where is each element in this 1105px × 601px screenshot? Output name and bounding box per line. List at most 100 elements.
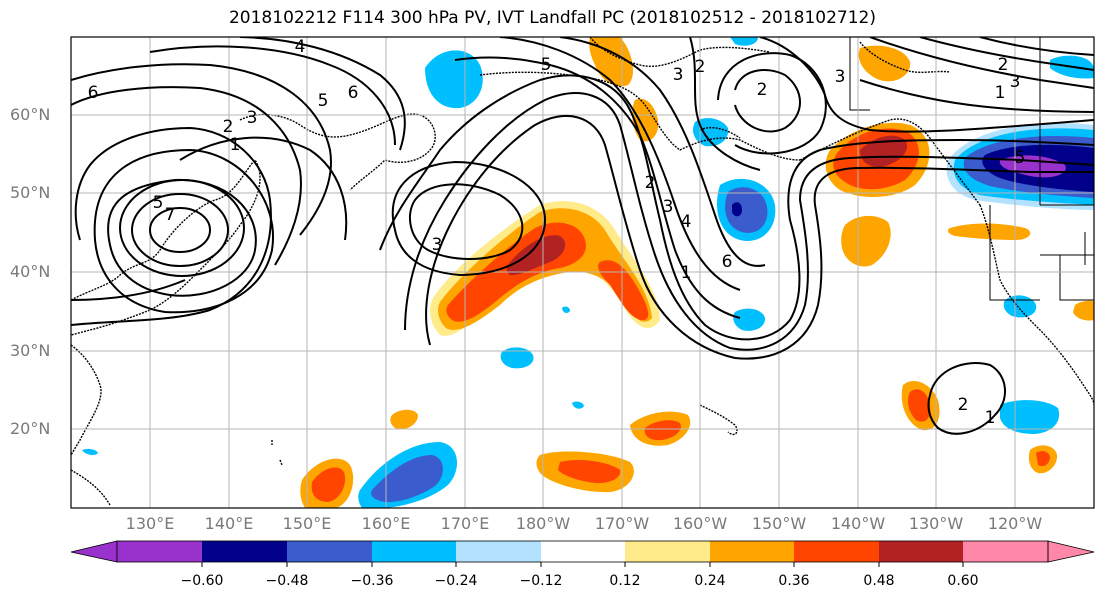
colorbar-segment <box>456 541 541 562</box>
map-panel: 4 6 5 3 2 1 7 6 5 3 2 3 3 4 5 6 2 2 3 1 … <box>71 37 1094 508</box>
positive-anomaly-region <box>860 135 908 167</box>
pv-contour-line <box>919 37 1094 71</box>
colorbar-segment <box>879 541 963 562</box>
pv-contour-line <box>734 69 801 133</box>
colorbar-segment <box>287 541 372 562</box>
pv-contour-line <box>499 37 741 291</box>
negative-anomaly-region <box>725 187 768 233</box>
pv-contour-line <box>71 279 186 301</box>
contour-labels: 4 6 5 3 2 1 7 6 5 3 2 3 3 4 5 6 2 2 3 1 … <box>88 37 1026 428</box>
gridlines <box>71 37 1094 508</box>
colorbar-tick-label: 0.24 <box>694 573 726 589</box>
pv-contour-line <box>379 74 1094 341</box>
positive-anomaly-region <box>908 389 931 422</box>
colorbar <box>70 540 1095 567</box>
positive-anomaly-region <box>598 260 649 321</box>
contour-label: 3 <box>663 197 674 217</box>
contour-label: 2 <box>998 55 1009 75</box>
contour-label: 7 <box>165 205 176 225</box>
lon-label: 160°E <box>361 514 411 533</box>
pv-contour-line <box>559 37 766 267</box>
negative-anomaly-region <box>693 118 729 147</box>
colorbar-tick-label: 0.36 <box>778 573 810 589</box>
lon-label: 140°E <box>204 514 254 533</box>
positive-anomaly-region <box>506 235 566 276</box>
pv-contour-line <box>391 160 547 277</box>
contour-label: 6 <box>722 252 733 272</box>
lat-label: 30°N <box>10 341 51 360</box>
negative-anomaly-region <box>1003 295 1037 318</box>
colorbar-tick-label: −0.60 <box>180 573 224 589</box>
pv-contour-line <box>71 126 272 326</box>
pv-contour-line <box>131 193 229 267</box>
map-title: 2018102212 F114 300 hPa PV, IVT Landfall… <box>228 8 876 28</box>
contour-label: 4 <box>681 212 692 232</box>
colorbar-tick-label: −0.24 <box>434 573 478 589</box>
colorbar-segment <box>117 541 202 562</box>
pv-contour-line <box>869 37 1094 89</box>
positive-anomaly-region <box>644 420 681 441</box>
pv-contour-line <box>927 362 1007 435</box>
contour-label: 1 <box>681 263 692 283</box>
contour-label: 1 <box>995 83 1006 103</box>
positive-anomaly-region <box>1073 300 1094 321</box>
contour-label: 2 <box>223 117 234 137</box>
positive-anomaly-region <box>311 467 346 502</box>
lon-label: 150°E <box>282 514 332 533</box>
positive-anomaly-region <box>841 215 891 267</box>
pv-contour-line <box>859 79 1094 113</box>
contour-label: 2 <box>757 80 768 100</box>
pv-contour-line <box>239 37 406 151</box>
colorbar-tick-label: −0.12 <box>519 573 563 589</box>
pv-contour-line <box>149 45 396 146</box>
pv-contour-line <box>979 37 1094 56</box>
colorbar-tick-label: 0.12 <box>609 573 641 589</box>
contour-label: 2 <box>958 395 969 415</box>
pv-contour-line <box>759 37 1094 133</box>
positive-anomaly-region <box>558 459 621 484</box>
lon-label: 180°W <box>515 514 571 533</box>
lon-label: 150°W <box>751 514 807 533</box>
negative-anomaly-region <box>425 50 483 109</box>
contour-label: 3 <box>673 65 684 85</box>
contour-label: 1 <box>985 408 996 428</box>
contour-label: 4 <box>295 37 306 57</box>
negative-anomaly-region <box>500 347 534 369</box>
colorbar-segment <box>372 541 456 562</box>
pv-contour-line <box>71 63 332 236</box>
colorbar-segment <box>202 541 287 562</box>
colorbar-min-extension <box>70 540 118 563</box>
pv-contour-line <box>179 136 348 241</box>
colorbar-segment <box>794 541 879 562</box>
colorbar-segment <box>963 541 1048 562</box>
colorbar-tick-label: −0.48 <box>265 573 309 589</box>
lat-label: 60°N <box>10 105 51 124</box>
political-borders <box>849 37 1094 301</box>
pv-contour-line <box>408 183 524 260</box>
contour-label: 3 <box>1010 72 1021 92</box>
lon-label: 130°E <box>125 514 175 533</box>
lat-label: 20°N <box>10 419 51 438</box>
contour-label: 6 <box>348 83 359 103</box>
contour-label: 3 <box>432 235 443 255</box>
colorbar-tick-label: −0.36 <box>350 573 394 589</box>
negative-anomaly-region <box>572 401 584 409</box>
pv-contour-line <box>425 115 1094 360</box>
negative-anomaly-region <box>82 449 98 455</box>
lon-label: 130°W <box>908 514 964 533</box>
lat-label: 50°N <box>10 183 51 202</box>
colorbar-segment <box>625 541 710 562</box>
pv-contour-line <box>454 56 741 319</box>
pv-contour-line <box>149 207 211 253</box>
colorbar-segment <box>541 541 625 562</box>
colorbar-tick-label: 0.60 <box>947 573 979 589</box>
colorbar-max-extension <box>1047 540 1095 563</box>
lat-label: 40°N <box>10 262 51 281</box>
contour-label: 2 <box>695 57 706 77</box>
contour-label: 1 <box>230 135 241 155</box>
contour-label: 5 <box>153 193 164 213</box>
contour-label: 3 <box>835 67 846 87</box>
lon-label: 170°E <box>440 514 490 533</box>
negative-anomaly-region <box>733 308 766 331</box>
